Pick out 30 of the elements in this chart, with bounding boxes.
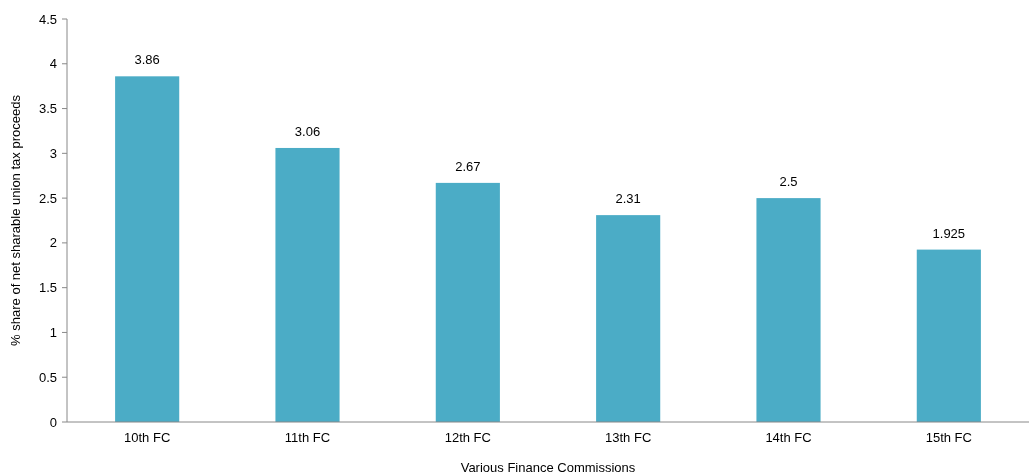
y-tick-label: 1 — [49, 324, 57, 340]
data-label: 3.06 — [294, 123, 321, 139]
bar — [916, 249, 981, 422]
data-label: 1.925 — [932, 225, 966, 241]
x-tick-label: 14th FC — [765, 430, 812, 445]
y-tick-label: 4 — [49, 56, 57, 72]
bar — [756, 198, 821, 422]
x-tick-label: 15th FC — [925, 430, 972, 445]
y-tick-label: 4.5 — [38, 11, 57, 27]
y-tick-label: 0.5 — [38, 369, 57, 385]
x-tick-label: 13th FC — [605, 430, 652, 445]
data-label: 3.86 — [134, 52, 160, 68]
bar — [115, 76, 180, 422]
data-label: 2.67 — [455, 158, 481, 174]
x-tick-label: 12th FC — [444, 430, 491, 445]
bar — [435, 182, 500, 422]
x-tick-label: 10th FC — [124, 430, 171, 445]
y-tick-label: 1.5 — [38, 280, 57, 296]
data-label: 2.31 — [615, 191, 641, 207]
bar — [596, 215, 661, 422]
y-tick-label: 3.5 — [38, 101, 57, 117]
bar — [275, 147, 340, 422]
y-tick-label: 2 — [49, 235, 57, 251]
y-axis-title: % share of net sharable union tax proceeds — [8, 94, 23, 346]
y-tick-label: 3 — [49, 145, 57, 161]
x-axis-title: Various Finance Commissions — [460, 460, 636, 475]
y-tick-label: 0 — [49, 414, 57, 430]
x-tick-label: 11th FC — [284, 430, 331, 445]
y-tick-label: 2.5 — [38, 190, 57, 206]
data-label: 2.5 — [779, 174, 798, 190]
